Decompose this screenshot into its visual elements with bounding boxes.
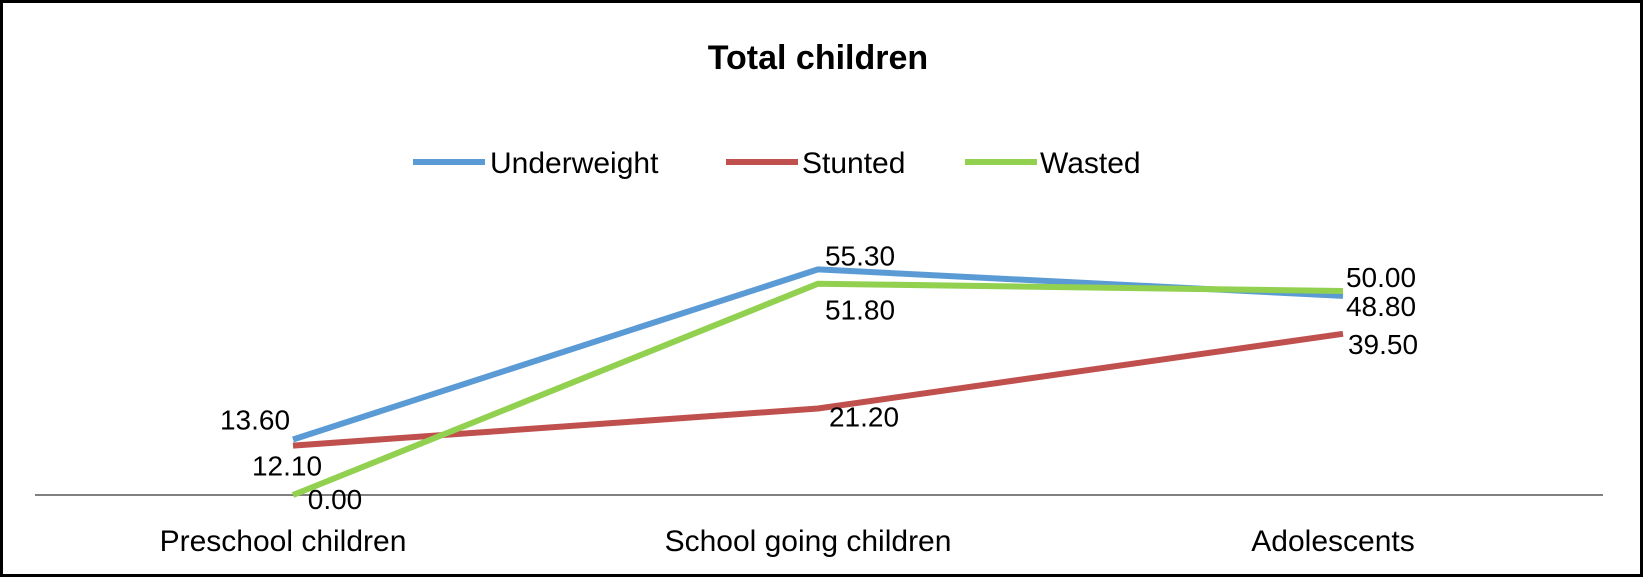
data-label-wasted-1: 51.80 xyxy=(825,295,895,326)
x-tick-label-1: School going children xyxy=(665,525,952,558)
line-chart: Total children Underweight Stunted Wasted … xyxy=(35,39,1603,558)
series-line-wasted xyxy=(291,280,1344,498)
legend-item-underweight: Underweight xyxy=(413,147,659,180)
legend-label-underweight: Underweight xyxy=(490,147,659,180)
data-label-wasted-0: 0.00 xyxy=(308,484,363,515)
data-label-underweight-1: 55.30 xyxy=(825,240,895,271)
legend: Underweight Stunted Wasted xyxy=(413,147,1141,180)
legend-label-wasted: Wasted xyxy=(1040,147,1141,180)
series-layer xyxy=(291,266,1344,498)
legend-item-stunted: Stunted xyxy=(726,147,905,180)
legend-label-stunted: Stunted xyxy=(802,147,905,180)
data-label-wasted-2: 50.00 xyxy=(1346,262,1416,293)
x-tick-label-2: Adolescents xyxy=(1251,525,1414,558)
data-label-stunted-2: 39.50 xyxy=(1348,329,1418,360)
data-label-stunted-1: 21.20 xyxy=(829,402,899,433)
data-label-stunted-0: 12.10 xyxy=(252,451,322,482)
x-tick-labels: Preschool children School going children A… xyxy=(160,525,1415,558)
data-labels-layer: 13.60 55.30 48.80 12.10 21.20 39.50 0.00 51.80 5… xyxy=(220,240,1418,515)
legend-item-wasted: Wasted xyxy=(965,147,1141,180)
data-label-underweight-0: 13.60 xyxy=(220,405,290,436)
series-line-stunted xyxy=(292,330,1344,449)
data-label-underweight-2: 48.80 xyxy=(1346,291,1416,322)
chart-title: Total children xyxy=(708,39,928,77)
x-tick-label-0: Preschool children xyxy=(160,525,407,558)
